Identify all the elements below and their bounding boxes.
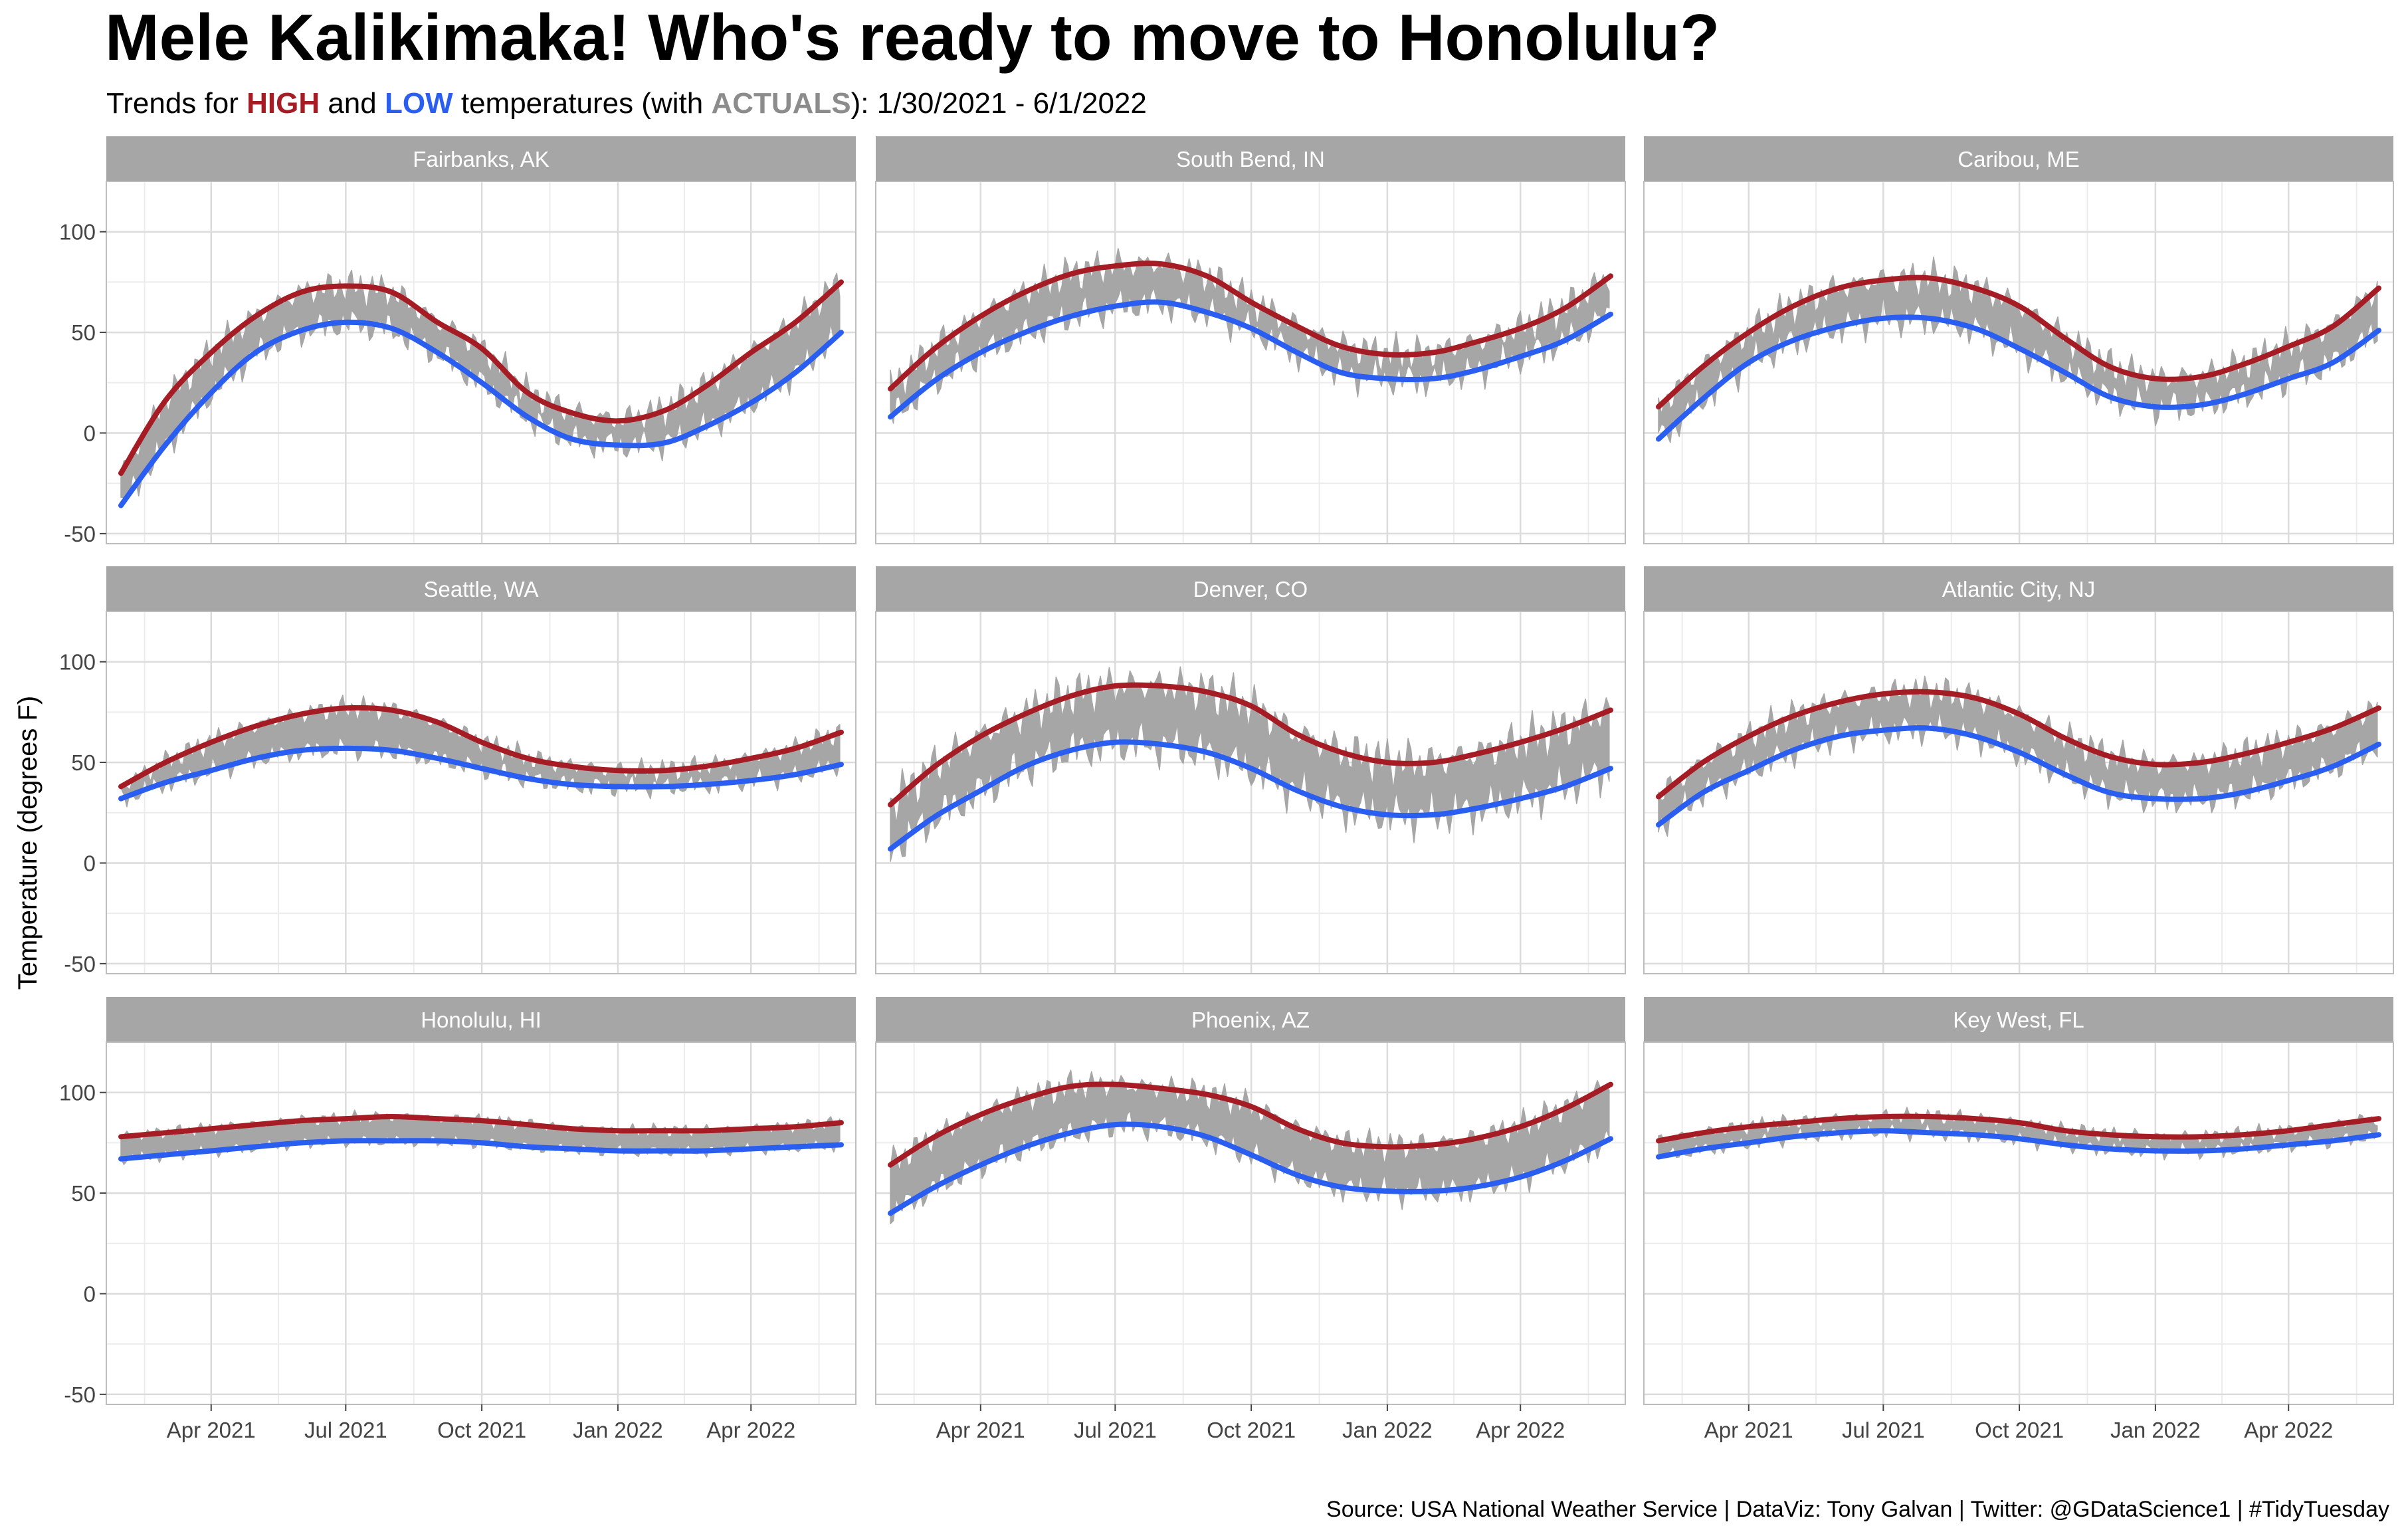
- facet-strip-label: Denver, CO: [1193, 577, 1308, 602]
- y-tick-label: 100: [59, 650, 96, 675]
- facet-panel: Fairbanks, AK -50 0 50 100: [59, 136, 856, 546]
- x-tick-label: Apr 2022: [1476, 1418, 1565, 1442]
- facet-strip: [876, 566, 1625, 611]
- x-tick-label: Jan 2022: [573, 1418, 663, 1442]
- x-tick-label: Oct 2021: [437, 1418, 526, 1442]
- chart-title: Mele Kalikimaka! Who's ready to move to …: [105, 1, 1720, 74]
- low-trend-line: [888, 739, 1613, 852]
- subtitle-prefix: Trends for: [106, 87, 247, 120]
- facet-strip-label: Key West, FL: [1953, 1008, 2084, 1032]
- chart-caption: Source: USA National Weather Service | D…: [1326, 1497, 2389, 1522]
- x-tick-label: Jan 2022: [1342, 1418, 1433, 1442]
- subtitle-suffix: ): 1/30/2021 - 6/1/2022: [851, 87, 1147, 120]
- high-trend-line: [1656, 274, 2381, 410]
- subtitle-and-word: and: [320, 87, 385, 120]
- high-trend-line: [118, 1113, 844, 1140]
- y-tick-label: 0: [84, 851, 96, 875]
- low-trend-line: [118, 319, 844, 508]
- y-tick-label: 50: [71, 1181, 96, 1206]
- x-tick-label: Apr 2021: [167, 1418, 256, 1442]
- facet-panel: Caribou, ME: [1643, 136, 2394, 544]
- y-tick-label: 0: [84, 421, 96, 445]
- subtitle-actuals-word: ACTUALS: [711, 87, 851, 120]
- facet-strip: [876, 997, 1625, 1042]
- facet-panel: Seattle, WA -50 0 50 100: [59, 566, 856, 976]
- panel-border: [1643, 611, 2394, 974]
- panel-border: [1643, 181, 2394, 544]
- x-tick-label: Oct 2021: [1207, 1418, 1296, 1442]
- facet-panel: South Bend, IN: [875, 136, 1626, 544]
- low-trend-line: [888, 1121, 1613, 1216]
- high-trend-line: [888, 261, 1613, 391]
- low-trend-line: [888, 299, 1613, 420]
- x-tick-label: Jul 2021: [1074, 1418, 1157, 1442]
- facet-strip-label: South Bend, IN: [1176, 147, 1325, 171]
- facet-strip: [1644, 997, 2393, 1042]
- y-tick-label: 100: [59, 220, 96, 245]
- high-trend-line: [1656, 689, 2381, 800]
- facet-panel: Key West, FL Apr 2021 Jul 2021 Oct 2021 Jan …: [1643, 997, 2394, 1442]
- y-tick-label: -50: [64, 522, 96, 546]
- facet-strip-label: Seattle, WA: [423, 577, 538, 602]
- x-tick-label: Jul 2021: [304, 1418, 387, 1442]
- x-tick-label: Jan 2022: [2110, 1418, 2201, 1442]
- facet-strip-label: Fairbanks, AK: [413, 147, 549, 171]
- facet-panels: Fairbanks, AK -50 0 50 100 South Bend, IN Cari…: [59, 136, 2394, 1442]
- facet-strip-label: Phoenix, AZ: [1191, 1008, 1310, 1032]
- high-trend-line: [118, 279, 844, 476]
- x-tick-label: Oct 2021: [1975, 1418, 2064, 1442]
- x-tick-label: Apr 2021: [936, 1418, 1025, 1442]
- y-tick-label: -50: [64, 952, 96, 976]
- panel-border: [1643, 1041, 2394, 1405]
- facet-strip: [1644, 566, 2393, 611]
- x-tick-label: Jul 2021: [1842, 1418, 1925, 1442]
- facet-strip-label: Caribou, ME: [1957, 147, 2079, 171]
- facet-strip-label: Atlantic City, NJ: [1942, 577, 2095, 602]
- subtitle-mid: temperatures (with: [453, 87, 712, 120]
- x-tick-label: Apr 2022: [706, 1418, 795, 1442]
- y-tick-label: -50: [64, 1382, 96, 1407]
- facet-strip-label: Honolulu, HI: [421, 1008, 542, 1032]
- actuals-band: [890, 666, 1610, 862]
- facet-panel: Honolulu, HI -50 0 50 100 Apr 2021 Jul 2021 Oct…: [59, 997, 856, 1442]
- facet-strip: [1644, 136, 2393, 181]
- high-trend-line: [118, 705, 844, 790]
- x-tick-label: Apr 2022: [2244, 1418, 2333, 1442]
- low-trend-line: [1656, 725, 2381, 827]
- x-tick-label: Apr 2021: [1704, 1418, 1793, 1442]
- facet-strip: [106, 136, 856, 181]
- facet-panel: Phoenix, AZ Apr 2021 Jul 2021 Oct 2021 Jan 2…: [875, 997, 1626, 1442]
- y-tick-label: 0: [84, 1281, 96, 1306]
- panel-border: [875, 181, 1626, 544]
- high-trend-line: [1656, 1113, 2381, 1144]
- facet-strip: [106, 566, 856, 611]
- panel-border: [106, 1041, 856, 1405]
- y-axis-title: Temperature (degrees F): [13, 696, 43, 990]
- low-trend-line: [118, 1138, 844, 1162]
- low-trend-line: [118, 745, 844, 802]
- high-trend-line: [888, 682, 1613, 808]
- y-tick-label: 50: [71, 750, 96, 775]
- panel-border: [875, 1041, 1626, 1405]
- y-tick-label: 100: [59, 1081, 96, 1105]
- chart-subtitle: Trends for HIGH and LOW temperatures (wi…: [106, 87, 1147, 120]
- panel-border: [106, 611, 856, 974]
- y-tick-label: 50: [71, 320, 96, 345]
- subtitle-high-word: HIGH: [247, 87, 320, 120]
- panel-border: [106, 181, 856, 544]
- panel-border: [875, 611, 1626, 974]
- facet-panel: Denver, CO: [875, 566, 1626, 974]
- facet-strip: [876, 136, 1625, 181]
- facet-strip: [106, 997, 856, 1042]
- facet-panel: Atlantic City, NJ: [1643, 566, 2394, 974]
- subtitle-low-word: LOW: [385, 87, 453, 120]
- low-trend-line: [1656, 1128, 2381, 1160]
- high-trend-line: [888, 1081, 1613, 1168]
- low-trend-line: [1656, 314, 2381, 442]
